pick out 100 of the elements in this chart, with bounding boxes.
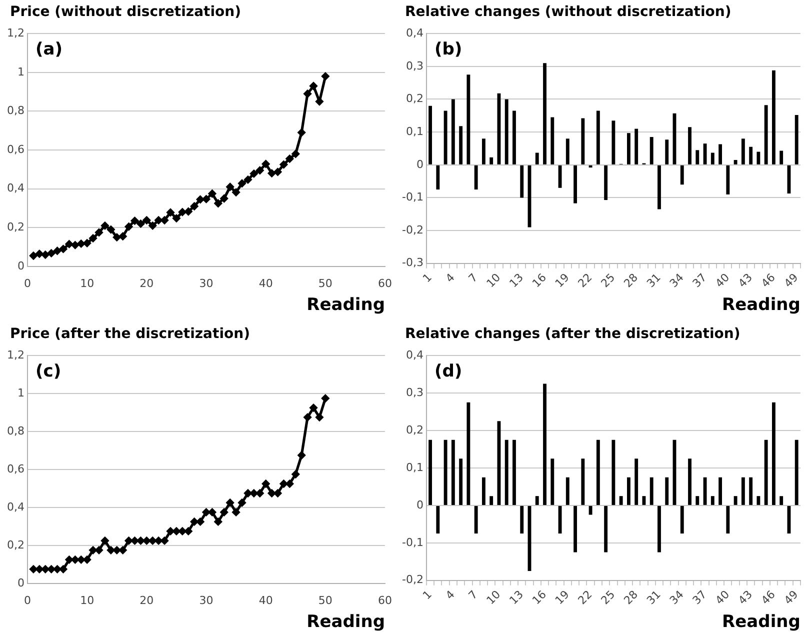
x-tick-label: 10 [80,276,94,290]
point [42,565,50,573]
bar [596,440,600,505]
chart-title: Relative changes (after the discretization) [404,325,742,344]
x-axis-title: Reading [722,612,800,632]
bar [688,458,692,505]
x-axis-title: Reading [306,295,385,316]
bar [466,402,470,505]
point [322,394,330,402]
bar [574,165,577,204]
x-axis-title: Reading [722,295,800,316]
x-tick-label: 7 [466,588,480,602]
x-tick-label: 43 [736,588,755,608]
point [142,216,150,224]
x-tick-label: 40 [258,276,273,290]
y-tick-label: 0,4 [406,26,424,40]
y-tick-label: 0,4 [6,500,24,514]
point [53,247,62,255]
bar [749,477,753,505]
bar [520,165,524,198]
point [113,546,121,554]
x-tick-label: 16 [530,270,549,290]
y-tick-label: 0,2 [6,538,24,552]
x-tick-label: 25 [598,270,618,290]
x-tick-label: 40 [258,594,273,607]
y-tick-label: 0,2 [406,92,424,106]
point [226,183,234,191]
point [208,508,216,516]
point [136,220,145,228]
x-tick-label: 20 [140,594,154,607]
point [77,556,85,564]
point [298,451,306,460]
bar [794,115,798,164]
point [107,546,115,554]
y-tick-label: 0 [416,498,424,512]
point [107,226,115,234]
point [30,565,38,573]
bar [626,477,630,505]
point [124,536,133,544]
annotation: (a) [35,40,63,60]
x-tick-label: 7 [466,270,480,286]
bar [428,440,432,505]
bar [650,136,654,164]
point [77,240,85,248]
point [214,518,222,526]
x-tick-label: 34 [667,270,686,290]
bar [612,120,616,164]
bar [543,384,546,505]
bar [734,496,738,505]
bar [444,440,448,505]
bar [741,477,745,505]
point [89,546,97,554]
bar [428,106,432,164]
point [83,556,91,564]
point [59,565,68,573]
bar [581,458,585,505]
point [160,536,168,544]
y-tick-label: 0,1 [406,124,424,138]
x-tick-label: 50 [318,276,332,290]
y-tick-label: 0,1 [406,460,424,474]
y-tick-label: -0,2 [402,573,424,586]
bar [490,157,494,164]
x-tick-label: 60 [378,594,392,607]
point [310,82,318,90]
x-tick-label: 20 [140,276,154,290]
y-tick-label: 0 [416,158,424,171]
annotation: (c) [35,362,62,382]
bar [588,165,592,168]
bar [658,165,661,210]
point [304,413,312,422]
point [250,170,258,178]
point [184,527,192,535]
bar [512,110,516,164]
bar [474,165,478,190]
point [53,565,62,573]
bar [604,506,608,552]
bar [794,440,798,505]
x-tick-label: 40 [712,270,732,290]
x-tick-label: 49 [782,588,801,608]
point [214,200,222,208]
bar [665,477,669,505]
point [190,202,198,210]
y-tick-label: 1,2 [6,26,24,40]
bar [780,496,784,505]
point [130,536,139,544]
point [113,234,121,242]
bar [535,152,539,164]
y-tick-label: -0,1 [402,190,424,204]
bar [604,165,608,200]
bar [550,458,554,505]
bar [474,506,478,534]
bar [504,99,508,164]
point [48,249,56,258]
bar [466,74,470,164]
bar [688,127,692,164]
point [30,252,38,260]
point [232,508,240,516]
bar [459,126,463,164]
bar [726,506,730,534]
point [238,180,246,188]
